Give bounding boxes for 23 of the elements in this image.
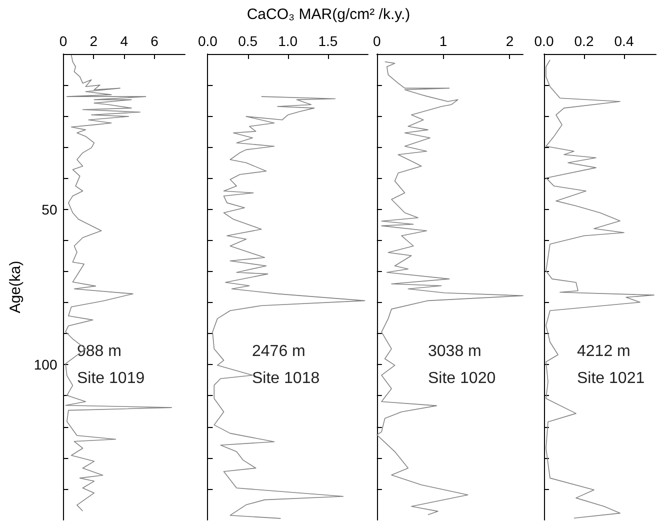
- y-tick-label: 50: [42, 201, 58, 218]
- x-tick-label: 2: [506, 33, 514, 49]
- annotation: 3038 m Site 1020: [428, 343, 496, 387]
- x-axis-title: CaCO₃ MAR(g/cm² /k.y.): [246, 6, 412, 23]
- x-tick-label: 0.0: [198, 33, 218, 49]
- x-tick-label: 0.4: [614, 33, 634, 49]
- x-tick-label: 1.5: [318, 33, 338, 49]
- y-tick-label: 100: [34, 356, 58, 373]
- annotation: 2476 m Site 1018: [252, 343, 320, 387]
- x-tick-label: 0.5: [238, 33, 258, 49]
- y-axis-title: Age(ka): [7, 260, 24, 314]
- line-series: [65, 54, 172, 512]
- x-tick-label: 0.2: [574, 33, 594, 49]
- x-tick-label: 1: [439, 33, 448, 49]
- x-tick-label: 0: [372, 33, 381, 49]
- x-tick-label: 0: [59, 33, 68, 49]
- x-tick-label: 6: [150, 33, 159, 49]
- x-tick-label: 0.0: [534, 33, 554, 49]
- annotation: 988 m Site 1019: [77, 343, 145, 387]
- x-tick-label: 1.0: [278, 33, 298, 49]
- x-tick-label: 2: [90, 33, 98, 49]
- annotation: 4212 m Site 1021: [577, 343, 645, 387]
- x-tick-label: 4: [120, 33, 128, 49]
